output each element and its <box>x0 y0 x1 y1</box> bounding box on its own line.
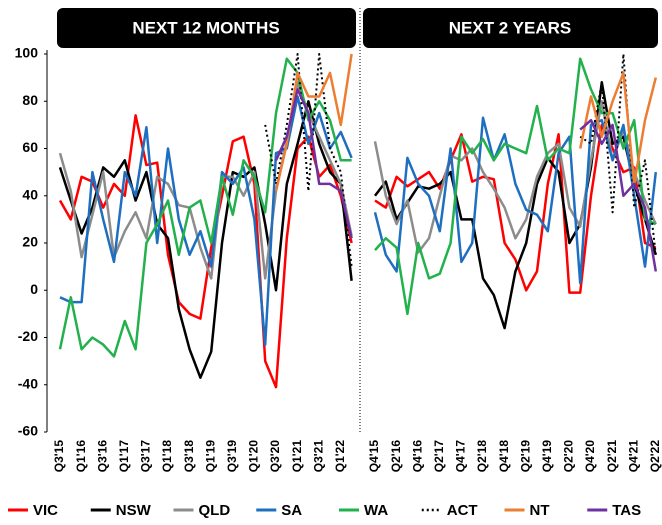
x-tick-label: Q2'16 <box>389 440 403 473</box>
legend-label: VIC <box>33 502 58 519</box>
legend-label: QLD <box>199 502 231 519</box>
y-tick-label: 0 <box>30 281 38 297</box>
x-tick-label: Q1'17 <box>117 440 131 473</box>
series-line <box>274 88 353 239</box>
x-tick-label: Q4'19 <box>540 440 554 473</box>
series-line <box>579 118 658 272</box>
x-tick-label: Q2'21 <box>605 440 619 473</box>
legend-label: NSW <box>116 502 152 519</box>
x-tick-label: Q3'15 <box>52 440 66 473</box>
y-tick-label: -40 <box>18 375 38 391</box>
panel-header <box>57 8 356 48</box>
y-tick-label: 80 <box>22 92 38 108</box>
series-line <box>264 53 353 267</box>
series-line <box>59 95 353 346</box>
legend-label: NT <box>530 502 550 519</box>
panel-title: NEXT 2 YEARS <box>449 18 572 37</box>
x-tick-label: Q4'17 <box>454 440 468 473</box>
series-line <box>373 100 657 254</box>
legend-label: ACT <box>447 502 478 519</box>
x-tick-label: Q4'18 <box>497 440 511 473</box>
x-tick-label: Q1'22 <box>333 440 347 473</box>
x-tick-label: Q1'18 <box>160 440 174 473</box>
legend-label: TAS <box>612 502 641 519</box>
x-tick-label: Q4'16 <box>410 440 424 473</box>
x-tick-label: Q1'21 <box>290 440 304 473</box>
series-line <box>58 57 352 358</box>
legend-label: SA <box>281 502 302 519</box>
panel-header <box>363 8 658 48</box>
x-tick-label: Q1'20 <box>247 440 261 473</box>
series-line <box>579 53 657 255</box>
x-tick-label: Q3'18 <box>182 440 196 473</box>
x-tick-label: Q1'19 <box>203 440 217 473</box>
y-tick-label: 100 <box>15 45 39 61</box>
x-tick-label: Q4'15 <box>367 440 381 473</box>
y-tick-label: -20 <box>18 328 38 344</box>
x-tick-label: Q4'21 <box>626 440 640 473</box>
x-tick-label: Q3'21 <box>311 440 325 473</box>
x-tick-label: Q3'20 <box>268 440 282 473</box>
panel-title: NEXT 12 MONTHS <box>132 18 279 37</box>
y-tick-label: 60 <box>22 139 38 155</box>
series-line <box>578 71 658 186</box>
series-line <box>58 114 353 389</box>
x-tick-label: Q1'16 <box>74 440 88 473</box>
x-tick-label: Q2'19 <box>518 440 532 473</box>
x-tick-label: Q2'20 <box>562 440 576 473</box>
x-tick-label: Q2'17 <box>432 440 446 473</box>
x-tick-label: Q3'16 <box>95 440 109 473</box>
x-tick-label: Q3'17 <box>139 440 153 473</box>
series-line <box>374 123 657 294</box>
y-tick-label: -60 <box>18 423 38 439</box>
y-tick-label: 20 <box>22 234 38 250</box>
y-tick-label: 40 <box>22 186 38 202</box>
series-line <box>373 116 658 285</box>
x-tick-label: Q2'18 <box>475 440 489 473</box>
legend-label: WA <box>364 502 388 519</box>
x-tick-label: Q4'20 <box>583 440 597 473</box>
x-tick-label: Q3'19 <box>225 440 239 473</box>
x-tick-label: Q2'22 <box>648 440 662 473</box>
